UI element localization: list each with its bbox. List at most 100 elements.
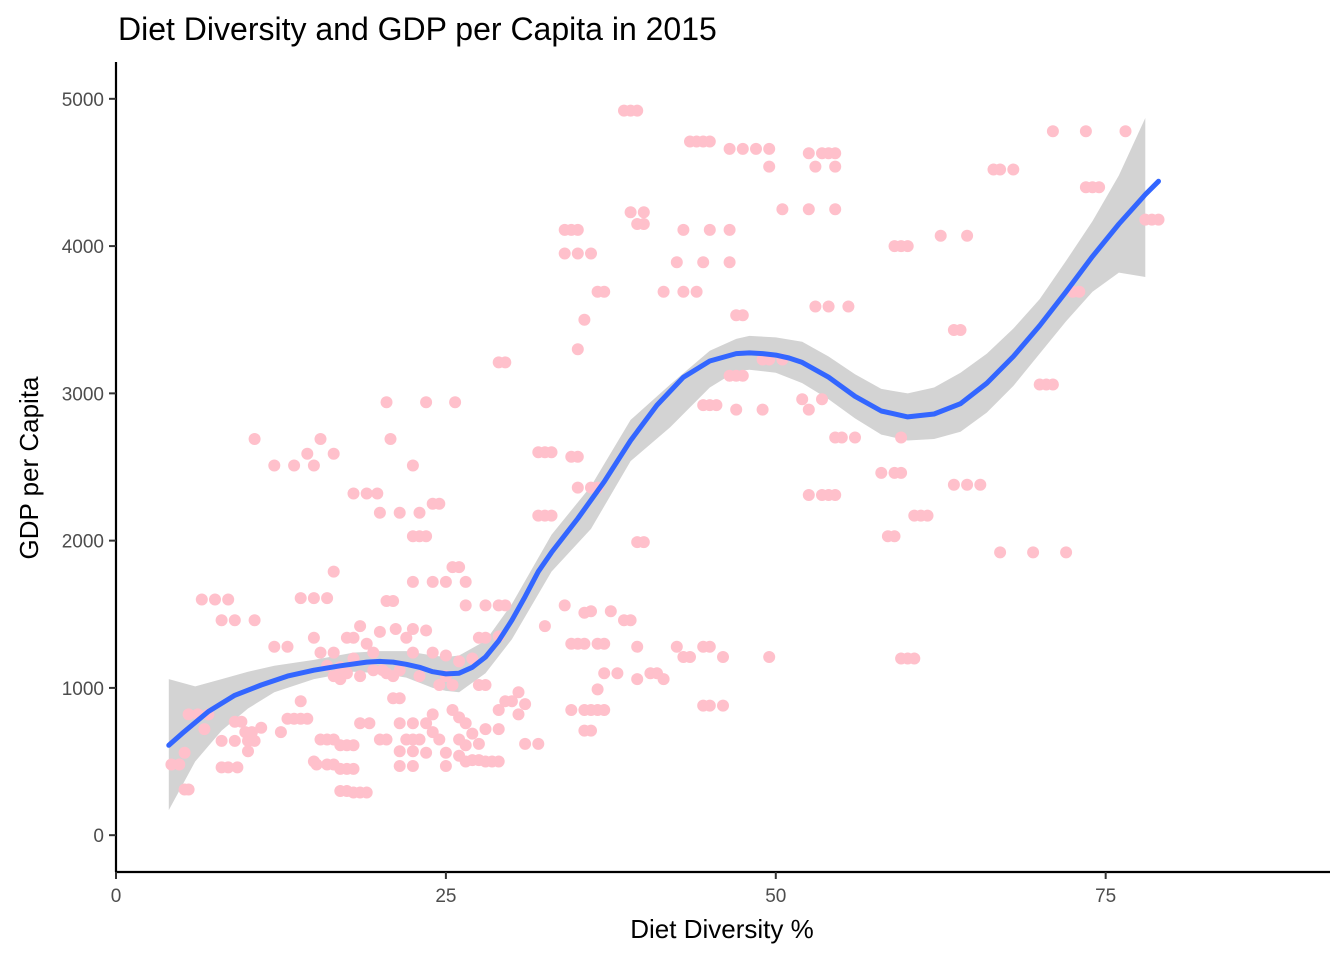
data-point: [492, 723, 505, 736]
data-point: [736, 142, 749, 155]
data-point: [413, 506, 426, 519]
data-point: [677, 223, 690, 236]
data-point: [393, 692, 406, 705]
data-point: [426, 575, 439, 588]
data-point: [373, 506, 386, 519]
x-tick-label: 75: [1095, 886, 1116, 907]
data-point: [895, 466, 908, 479]
data-point: [703, 223, 716, 236]
data-point: [631, 104, 644, 117]
data-point: [314, 433, 327, 445]
data-point: [433, 497, 446, 510]
x-tick-label: 50: [765, 886, 786, 907]
data-point: [321, 592, 334, 605]
data-point: [670, 256, 683, 269]
data-point: [479, 631, 492, 644]
data-point: [545, 446, 558, 459]
data-point: [994, 163, 1007, 176]
data-point: [255, 721, 268, 734]
data-point: [888, 530, 901, 543]
data-point: [1093, 181, 1106, 194]
data-point: [406, 717, 419, 730]
data-point: [1007, 163, 1020, 176]
data-point: [420, 624, 433, 637]
data-point: [393, 506, 406, 519]
data-point: [327, 646, 340, 659]
data-point: [598, 704, 611, 716]
data-point: [1119, 125, 1132, 138]
y-axis-title: GDP per Capita: [14, 376, 44, 560]
data-point: [182, 783, 195, 796]
data-point: [492, 704, 505, 716]
data-point: [512, 686, 525, 699]
data-point: [209, 593, 221, 606]
data-point: [235, 715, 248, 728]
data-point: [384, 433, 397, 445]
data-point: [376, 664, 389, 677]
data-point: [380, 733, 393, 746]
y-tick-label: 3000: [62, 384, 104, 405]
data-point: [796, 393, 809, 406]
data-point: [558, 599, 571, 612]
data-point: [802, 147, 815, 160]
data-point: [307, 592, 320, 605]
data-point: [631, 640, 644, 653]
data-point: [895, 431, 908, 444]
data-point: [307, 459, 320, 472]
data-point: [459, 717, 472, 730]
data-point: [400, 631, 413, 644]
data-point: [750, 142, 762, 155]
data-point: [901, 240, 914, 253]
data-point: [387, 595, 400, 607]
data-point: [697, 256, 710, 269]
data-point: [571, 343, 584, 356]
data-point: [538, 620, 551, 633]
data-point: [723, 223, 736, 236]
data-point: [637, 218, 650, 230]
data-point: [373, 625, 386, 638]
data-point: [453, 655, 466, 668]
data-point: [585, 605, 597, 618]
data-point: [829, 147, 842, 160]
data-point: [763, 651, 776, 663]
data-point: [307, 631, 320, 644]
data-point: [532, 737, 545, 750]
data-point: [736, 309, 749, 322]
data-point: [571, 247, 584, 260]
data-point: [393, 664, 406, 677]
data-point: [723, 256, 736, 269]
data-point: [439, 746, 452, 759]
data-point: [710, 399, 723, 412]
data-point: [763, 142, 776, 155]
data-point: [921, 509, 934, 522]
data-point: [215, 734, 228, 747]
data-point: [347, 762, 360, 775]
data-point: [571, 223, 584, 236]
data-point: [802, 489, 815, 501]
data-points-layer: [165, 104, 1165, 799]
data-point: [816, 393, 828, 406]
data-point: [598, 285, 611, 298]
data-point: [934, 229, 947, 242]
data-point: [420, 717, 433, 730]
data-point: [360, 487, 373, 500]
data-point: [499, 599, 512, 612]
data-point: [248, 433, 261, 445]
data-point: [736, 369, 749, 382]
data-point: [433, 733, 446, 746]
data-point: [479, 679, 492, 691]
data-point: [178, 746, 191, 759]
data-point: [406, 745, 419, 758]
data-point: [657, 673, 670, 686]
data-point: [1073, 285, 1086, 298]
data-point: [446, 679, 459, 691]
data-point: [182, 708, 195, 721]
data-point: [354, 620, 367, 633]
data-point: [173, 758, 186, 771]
data-point: [449, 396, 462, 409]
data-point: [571, 450, 584, 463]
data-point: [835, 431, 848, 444]
data-point: [406, 459, 419, 472]
data-point: [558, 247, 571, 260]
data-point: [413, 670, 426, 683]
